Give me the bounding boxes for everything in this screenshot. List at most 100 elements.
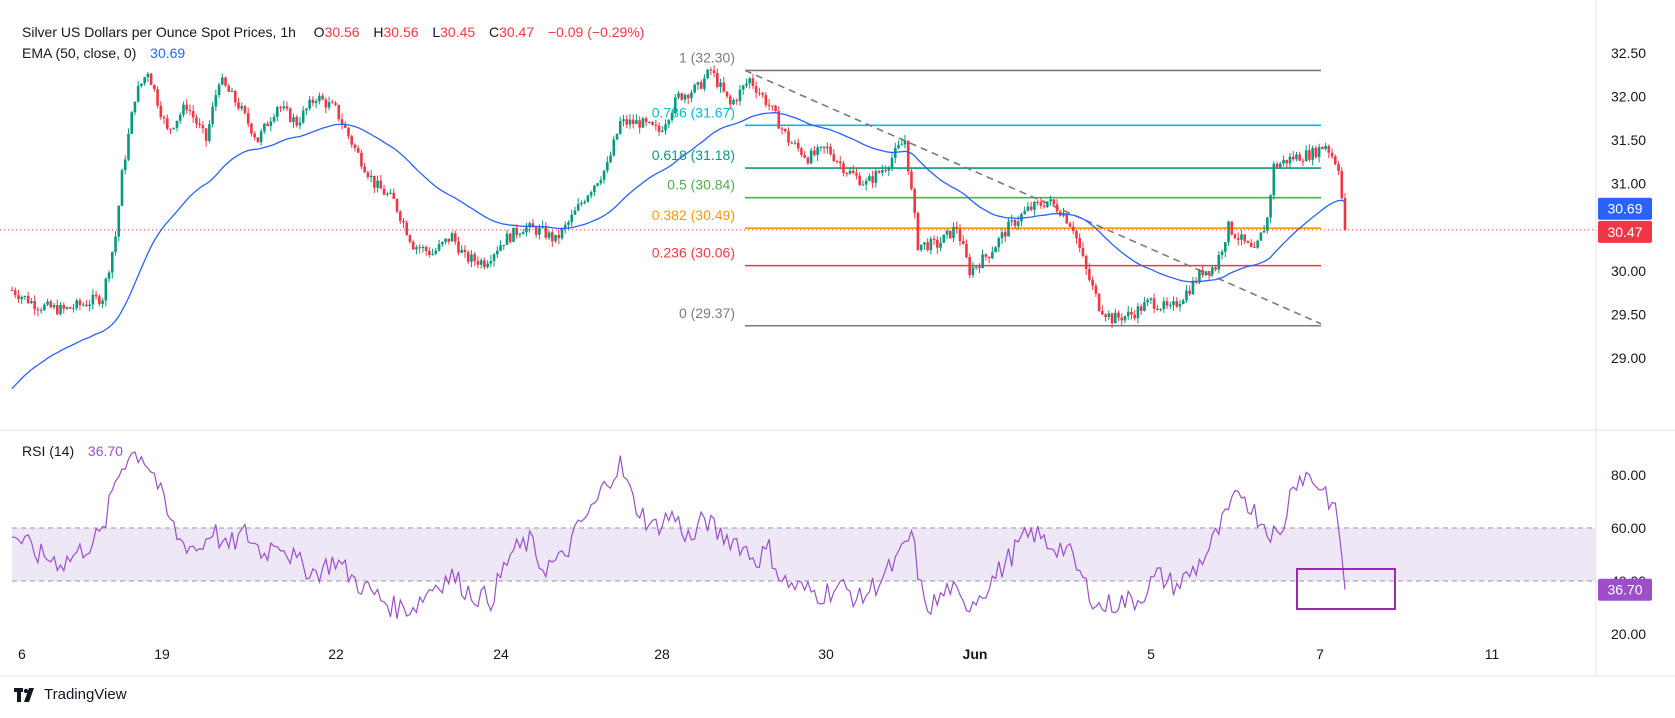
candle-body xyxy=(910,171,913,190)
candle-body xyxy=(1010,220,1014,222)
candle-body xyxy=(288,108,292,122)
candle-body xyxy=(661,130,664,132)
candle-body xyxy=(693,84,696,93)
candle-body xyxy=(85,304,88,307)
candle-body xyxy=(651,121,654,125)
candle-body xyxy=(266,123,269,127)
candle-body xyxy=(968,257,971,276)
candle-body xyxy=(881,170,884,173)
high-value: 30.56 xyxy=(383,24,419,40)
candle-body xyxy=(1003,232,1007,237)
candle-body xyxy=(428,250,431,255)
candle-body xyxy=(1136,306,1140,319)
candle-body xyxy=(1130,311,1133,315)
candle-body xyxy=(473,254,476,262)
candle-body xyxy=(308,99,311,109)
candle-body xyxy=(489,260,493,264)
tradingview-brand[interactable]: TradingView xyxy=(14,686,127,703)
candle-body xyxy=(690,92,693,99)
candle-body xyxy=(253,133,256,138)
fib-level-label: 0.236 (30.06) xyxy=(652,245,735,261)
time-axis: 6 19 22 24 28 30 Jun 5 7 11 xyxy=(18,646,1499,662)
candle-body xyxy=(159,105,163,118)
candle-body xyxy=(919,244,923,250)
candle-body xyxy=(1214,267,1217,270)
ema-label[interactable]: EMA (50, close, 0) xyxy=(22,45,137,61)
candle-body xyxy=(654,124,658,126)
symbol-title[interactable]: Silver US Dollars per Ounce Spot Prices,… xyxy=(22,24,296,40)
candle-body xyxy=(706,69,709,79)
candle-body xyxy=(1298,154,1302,161)
candle-body xyxy=(237,102,240,109)
candle-body xyxy=(98,296,101,304)
candle-body xyxy=(589,192,593,196)
candle-body xyxy=(386,193,389,195)
candle-body xyxy=(913,189,916,213)
candle-body xyxy=(198,123,201,126)
candle-body xyxy=(738,89,742,101)
rsi-label[interactable]: RSI (14) xyxy=(22,443,75,459)
candle-body xyxy=(1049,199,1052,202)
candle-body xyxy=(835,160,839,162)
candle-body xyxy=(848,170,852,174)
candle-body xyxy=(402,221,405,223)
candle-body xyxy=(991,252,994,259)
candle-body xyxy=(1029,206,1033,210)
open-value: 30.56 xyxy=(324,24,360,40)
rsi-tick-label: 20.00 xyxy=(1611,626,1646,642)
candle-body xyxy=(1301,160,1305,162)
candle-body xyxy=(573,210,577,215)
low-value: 30.45 xyxy=(440,24,476,40)
change-value: −0.09 (−0.29%) xyxy=(547,24,645,40)
candle-body xyxy=(185,104,189,110)
fib-level-label: 0.5 (30.84) xyxy=(667,177,735,193)
open-label: O xyxy=(313,24,325,40)
candle-body xyxy=(91,294,95,305)
high-label: H xyxy=(373,24,384,40)
candle-body xyxy=(900,144,904,146)
candle-body xyxy=(703,78,706,89)
candle-body xyxy=(1156,308,1159,310)
fibonacci-retracement[interactable]: 1 (32.30) 0.786 (31.67) 0.618 (31.18) 0.5 (… xyxy=(652,49,1322,327)
rsi-highlight-box[interactable] xyxy=(1296,568,1396,610)
candle-body xyxy=(615,133,619,140)
candle-body xyxy=(1000,232,1004,239)
candle-body xyxy=(767,104,771,106)
candle-body xyxy=(88,304,91,307)
candle-body xyxy=(1046,201,1049,208)
candle-body xyxy=(761,93,764,96)
candle-body xyxy=(405,222,409,236)
candle-body xyxy=(272,116,276,122)
candle-body xyxy=(861,184,865,186)
candle-body xyxy=(1291,156,1295,160)
candle-body xyxy=(712,70,716,74)
candle-body xyxy=(887,167,891,171)
candle-body xyxy=(182,104,185,115)
candle-body xyxy=(347,127,350,137)
candle-body xyxy=(382,188,386,195)
candle-body xyxy=(221,77,224,85)
candle-body xyxy=(136,86,140,102)
candle-body xyxy=(518,234,522,236)
candle-body xyxy=(851,170,855,174)
candle-body xyxy=(719,82,722,87)
candle-body xyxy=(622,119,625,122)
fib-level-label: 0.618 (31.18) xyxy=(652,147,735,163)
candle-body xyxy=(1117,312,1120,318)
time-tick-label: Jun xyxy=(963,646,988,662)
candle-body xyxy=(1068,223,1072,227)
candle-body xyxy=(1324,146,1327,150)
candle-body xyxy=(373,175,376,188)
candle-body xyxy=(343,124,347,128)
candle-body xyxy=(1023,210,1026,215)
candle-body xyxy=(699,82,703,89)
candle-body xyxy=(868,176,871,181)
candle-body xyxy=(845,173,849,175)
candle-body xyxy=(531,223,535,228)
price-tick-label: 31.00 xyxy=(1611,176,1646,192)
candle-body xyxy=(593,185,596,193)
candle-body xyxy=(735,100,739,102)
candle-body xyxy=(1110,313,1114,324)
candle-body xyxy=(418,247,421,249)
candle-body xyxy=(146,73,150,78)
